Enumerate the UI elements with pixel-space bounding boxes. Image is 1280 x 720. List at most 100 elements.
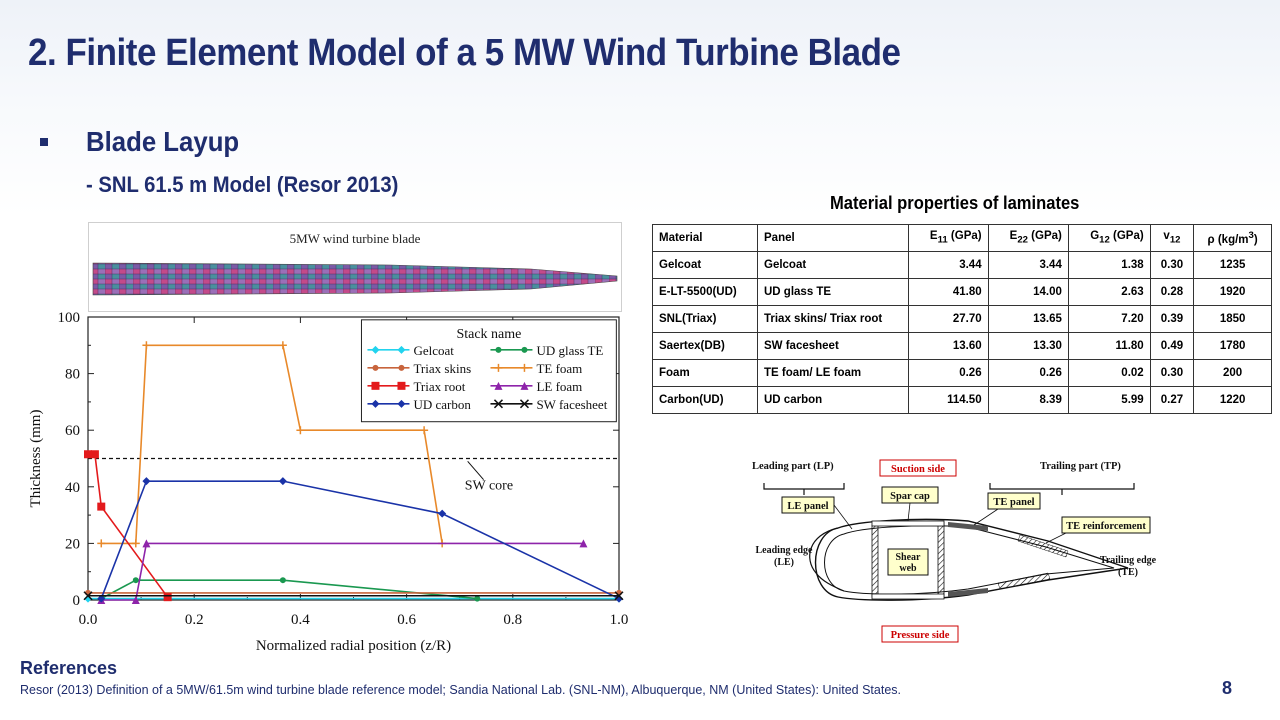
table-cell: 0.49: [1149, 332, 1195, 360]
spar-cap-label: Spar cap: [890, 491, 930, 502]
references-heading: References: [20, 658, 118, 678]
table-cell: 8.39: [987, 386, 1069, 414]
table-cell: UD carbon: [757, 386, 909, 414]
table-cell: 7.20: [1067, 305, 1151, 333]
header-e11: E11 (GPa): [908, 224, 989, 252]
data-point-marker: [84, 450, 92, 459]
y-tick-label: 20: [65, 536, 80, 552]
table-cell: 0.39: [1149, 305, 1195, 333]
table-row: E-LT-5500(UD) UD glass TE 41.80 14.00 2.63 0.…: [652, 278, 1272, 306]
legend-entry-label: UD glass TE: [536, 343, 603, 358]
table-cell: SW facesheet: [757, 332, 909, 360]
header-e22: E22 (GPa): [987, 224, 1069, 252]
table-cell: 1220: [1193, 386, 1272, 414]
table-cell: 13.65: [987, 305, 1069, 333]
legend-entry-label: TE foam: [536, 361, 582, 376]
x-tick-label: 0.6: [397, 612, 416, 628]
slide-title: 2. Finite Element Model of a 5 MW Wind T…: [28, 32, 901, 74]
data-point-marker: [520, 381, 529, 390]
table-header-row: Material Panel E11 (GPa) E22 (GPa) G12 (…: [652, 224, 1272, 252]
blade-image: 5MW wind turbine blade: [88, 222, 622, 312]
series-triax-root: [84, 450, 172, 602]
table-cell: Foam: [652, 359, 758, 387]
leading-edge-label-2: (LE): [774, 557, 794, 568]
legend-title: Stack name: [456, 327, 521, 342]
legend-entry-label: Triax root: [413, 379, 465, 394]
table-cell: SNL(Triax): [652, 305, 758, 333]
data-point-marker: [97, 502, 106, 511]
x-tick-label: 0.0: [79, 612, 98, 628]
y-tick-label: 0: [73, 593, 81, 609]
data-point-marker: [371, 381, 380, 390]
shear-web-2: [937, 521, 945, 598]
data-point-marker: [494, 381, 503, 390]
legend-entry-label: SW facesheet: [536, 397, 607, 412]
leading-edge-label-1: Leading edge: [756, 545, 814, 556]
header-panel: Panel: [757, 224, 909, 252]
data-point-marker: [296, 426, 305, 435]
legend-entry-label: LE foam: [536, 379, 582, 394]
data-point-marker: [420, 426, 429, 435]
table-cell: 3.44: [987, 251, 1069, 279]
header-material: Material: [652, 224, 758, 252]
table-cell: Gelcoat: [652, 251, 758, 279]
series-line: [100, 579, 478, 600]
series-te-foam: [97, 341, 447, 548]
suction-side-label: Suction side: [891, 464, 945, 475]
y-tick-label: 80: [65, 367, 80, 383]
table-title: Material properties of laminates: [830, 193, 1080, 213]
shear-web-label-1: Shear: [896, 552, 922, 563]
data-point-marker: [142, 341, 151, 350]
bullet-heading: Blade Layup: [86, 126, 240, 157]
x-tick-label: 1.0: [610, 612, 629, 628]
data-point-marker: [521, 346, 528, 353]
data-point-marker: [131, 539, 140, 548]
data-point-marker: [615, 594, 623, 603]
table-cell: 0.27: [1149, 386, 1195, 414]
legend-entry-label: Gelcoat: [413, 343, 454, 358]
data-point-marker: [278, 341, 287, 350]
trailing-edge-label-1: Trailing edge: [1100, 555, 1157, 566]
data-point-marker: [90, 450, 99, 459]
sw-core-label: SW core: [465, 479, 513, 494]
table-cell: Gelcoat: [757, 251, 909, 279]
table-row: Gelcoat Gelcoat 3.44 3.44 1.38 0.30 1235: [652, 251, 1272, 279]
series-line: [101, 542, 584, 601]
data-point-marker: [520, 363, 529, 372]
x-axis-label: Normalized radial position (z/R): [256, 638, 451, 654]
data-point-marker: [97, 539, 106, 548]
table-cell: 13.30: [987, 332, 1069, 360]
chart-legend: Stack name Gelcoat UD glass TE Triax skins…: [360, 319, 617, 423]
legend-entry-label: Triax skins: [413, 361, 471, 376]
pressure-side-label: Pressure side: [891, 630, 950, 641]
table-cell: E-LT-5500(UD): [652, 278, 758, 306]
table-cell: 0.26: [908, 359, 989, 387]
data-point-marker: [397, 381, 406, 390]
data-point-marker: [142, 539, 151, 548]
data-point-marker: [614, 591, 624, 601]
table-cell: 14.00: [987, 278, 1069, 306]
table-cell: 0.30: [1149, 251, 1195, 279]
x-tick-label: 0.8: [503, 612, 522, 628]
table-cell: 1235: [1193, 251, 1272, 279]
table-row: Carbon(UD) UD carbon 114.50 8.39 5.99 0.27 122…: [652, 386, 1272, 414]
table-cell: 0.02: [1067, 359, 1151, 387]
data-point-marker: [132, 577, 139, 584]
data-point-marker: [278, 477, 287, 486]
series-group: [83, 341, 624, 604]
series-sw-facesheet: [83, 591, 624, 601]
table-cell: 41.80: [908, 278, 989, 306]
te-panel-label: TE panel: [993, 497, 1034, 508]
data-point-marker: [397, 345, 406, 354]
thickness-chart: 0.0 0.2 0.4 0.6 0.8 1.0 0 20 40 60 80 100 SW core S…: [28, 310, 629, 654]
y-axis-label: Thickness (mm): [28, 410, 44, 508]
x-tick-label: 0.4: [291, 612, 310, 628]
trailing-part-label: Trailing part (TP): [1040, 461, 1121, 472]
data-point-marker: [493, 399, 503, 409]
x-tick-label: 0.2: [185, 612, 204, 628]
legend-entry-label: UD carbon: [413, 397, 471, 412]
data-point-marker: [519, 399, 529, 409]
table-cell: 5.99: [1067, 386, 1151, 414]
shear-web-1: [871, 524, 879, 598]
table-cell: 0.30: [1149, 359, 1195, 387]
